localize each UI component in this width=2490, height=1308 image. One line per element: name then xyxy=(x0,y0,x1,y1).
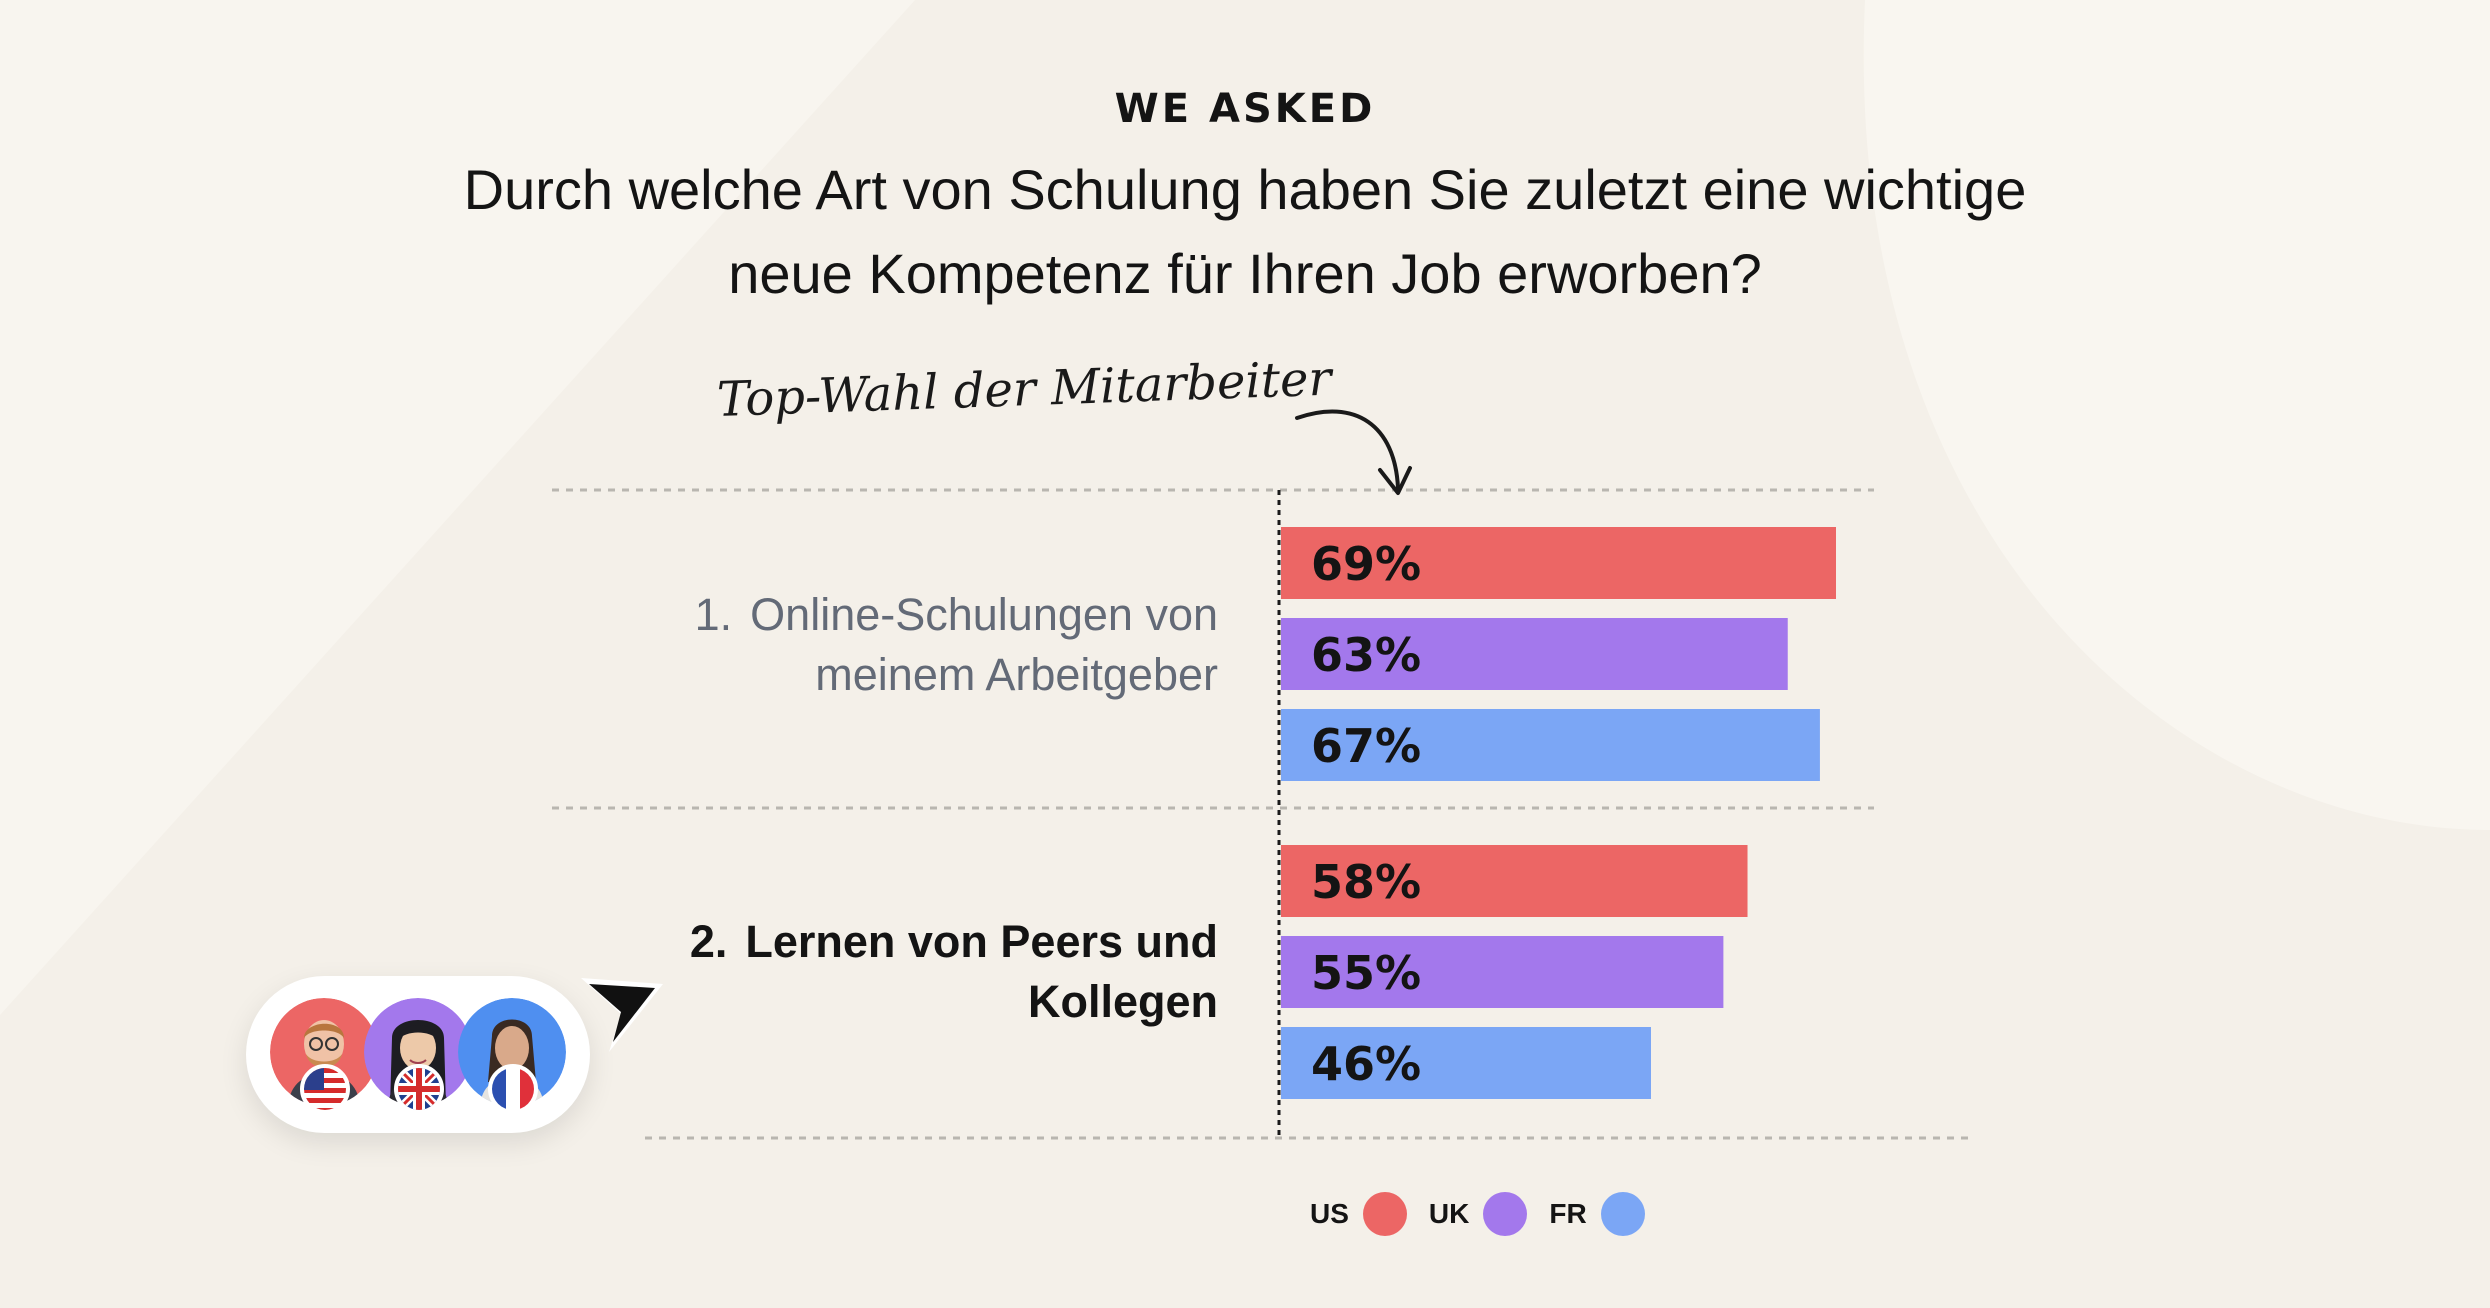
us-flag-icon xyxy=(300,1064,350,1114)
question-line-2: neue Kompetenz für Ihren Job erworben? xyxy=(728,242,1762,305)
bar-fr-cat-1 xyxy=(1281,709,1820,781)
category-label-1: 1. Online-Schulungen von meinem Arbeitgeb… xyxy=(480,585,1218,705)
legend-item-fr: FR xyxy=(1549,1192,1645,1236)
legend-label-uk: UK xyxy=(1428,1198,1470,1229)
legend-swatch-fr xyxy=(1600,1192,1645,1236)
bar-value-label-us-cat-1: 69% xyxy=(1311,537,1421,591)
category-1-line-1: Online-Schulungen von xyxy=(750,589,1218,640)
bar-uk-cat-2 xyxy=(1281,936,1724,1008)
category-label-2: 2. Lernen von Peers und Kollegen xyxy=(480,912,1218,1032)
category-2-line-1: Lernen von Peers und xyxy=(745,916,1218,967)
annotation-arrowhead xyxy=(1378,466,1412,495)
legend-item-us: US xyxy=(1310,1192,1407,1236)
grid-separators xyxy=(552,488,1968,1140)
cursor-pointer-icon xyxy=(581,978,663,1052)
bar-uk-cat-1 xyxy=(1281,618,1788,690)
bar-value-label-uk-cat-1: 63% xyxy=(1311,628,1421,682)
legend-swatch-us xyxy=(1362,1192,1407,1236)
bars-layer: 69% 58% 63% 55% 67% 46% xyxy=(1281,527,1836,1099)
legend-swatch-uk xyxy=(1483,1192,1528,1236)
question-title: Durch welche Art von Schulung haben Sie … xyxy=(0,148,2490,316)
bar-us-cat-1 xyxy=(1281,527,1836,599)
category-2-line-2: Kollegen xyxy=(1027,976,1218,1027)
bar-fr-cat-2 xyxy=(1281,1027,1651,1099)
bar-us-cat-2 xyxy=(1281,845,1748,917)
chart-legend: US UK FR xyxy=(1310,1192,1667,1236)
question-line-1: Durch welche Art von Schulung haben Sie … xyxy=(463,158,2027,221)
annotation-arrow xyxy=(1295,409,1400,490)
fr-flag-icon xyxy=(488,1064,538,1114)
kicker-text: WE ASKED xyxy=(1114,86,1376,132)
bar-value-label-uk-cat-2: 55% xyxy=(1311,946,1421,1000)
legend-label-us: US xyxy=(1310,1198,1349,1229)
uk-flag-icon xyxy=(394,1064,444,1114)
legend-item-uk: UK xyxy=(1428,1192,1528,1236)
bar-value-label-fr-cat-1: 67% xyxy=(1311,719,1421,773)
category-2-number: 2. xyxy=(689,916,728,967)
category-1-number: 1. xyxy=(694,589,733,640)
legend-label-fr: FR xyxy=(1549,1198,1587,1229)
respondent-avatars xyxy=(246,976,590,1133)
category-1-line-2: meinem Arbeitgeber xyxy=(815,649,1218,700)
bar-value-label-us-cat-2: 58% xyxy=(1311,855,1421,909)
bar-value-label-fr-cat-2: 46% xyxy=(1311,1037,1421,1091)
